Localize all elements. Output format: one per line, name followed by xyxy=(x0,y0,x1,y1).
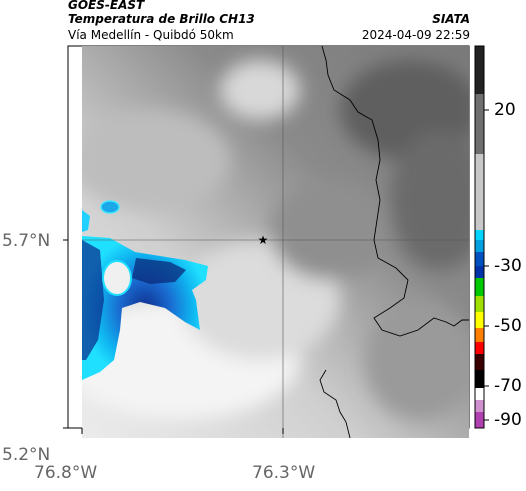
colorbar xyxy=(474,45,489,429)
lon-tick-label: 76.8°W xyxy=(34,463,98,483)
border-line xyxy=(321,46,469,337)
warm-hole xyxy=(102,260,132,296)
lon-tick-label: 76.3°W xyxy=(252,463,316,483)
lat-tick-label: 5.7°N xyxy=(2,231,51,251)
colorbar-label: -70 xyxy=(494,376,522,396)
colorbar-label: -50 xyxy=(494,316,522,336)
region-label: Vía Medellín - Quibdó 50km xyxy=(68,28,234,42)
small-cold-cell xyxy=(100,200,120,214)
organization-label: SIATA xyxy=(432,12,470,26)
colorbar-label: 20 xyxy=(494,100,516,120)
product-title: Temperatura de Brillo CH13 xyxy=(68,12,255,26)
colorbar-label: -90 xyxy=(494,410,522,430)
satellite-name: GOES-EAST xyxy=(68,0,145,12)
datetime-label: 2024-04-09 22:59 xyxy=(361,28,470,42)
brightness-field xyxy=(82,46,469,438)
colorbar-label: -30 xyxy=(494,256,522,276)
star-icon: ★ xyxy=(258,233,269,247)
lat-tick-label: 5.2°N xyxy=(2,445,51,465)
